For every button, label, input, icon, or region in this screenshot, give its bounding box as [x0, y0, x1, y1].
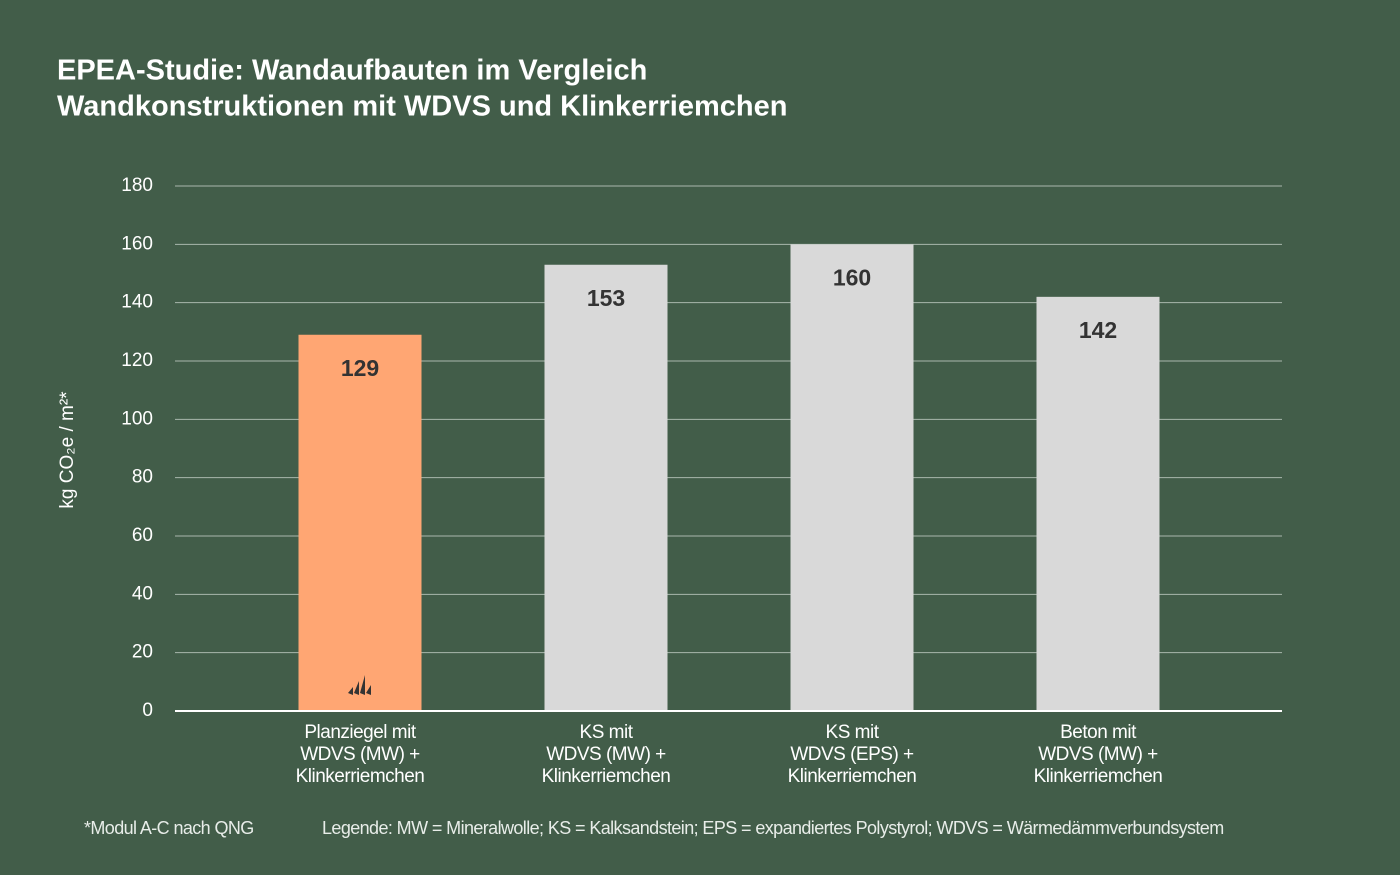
- y-axis-label: kg CO₂e / m²*: [57, 391, 78, 509]
- y-tick-label: 120: [121, 350, 153, 371]
- y-tick-label: 80: [132, 467, 153, 488]
- y-tick-label: 20: [132, 642, 153, 663]
- bar: [790, 244, 914, 712]
- chart-title: EPEA-Studie: Wandaufbauten im Vergleich: [57, 55, 647, 87]
- y-tick-label: 140: [121, 292, 153, 313]
- y-tick-label: 180: [121, 175, 153, 196]
- value-label: 160: [833, 264, 871, 290]
- x-tick-label: KS mit WDVS (EPS) + Klinkerriemchen: [787, 722, 917, 787]
- legend-note: Legende: MW = Mineralwolle; KS = Kalksan…: [322, 818, 1224, 838]
- bar: [298, 334, 422, 711]
- logo-icon: [348, 675, 371, 695]
- footnote: *Modul A-C nach QNG: [84, 818, 254, 838]
- y-tick-label: 0: [142, 700, 153, 721]
- x-tick-label: Beton mit WDVS (MW) + Klinkerriemchen: [1033, 722, 1163, 787]
- x-tick-label: Planziegel mit WDVS (MW) + Klinkerriemch…: [295, 722, 425, 787]
- value-label: 129: [341, 355, 379, 381]
- bar: [1036, 296, 1160, 711]
- y-tick-label: 160: [121, 233, 153, 254]
- y-tick-label: 100: [121, 408, 153, 429]
- y-tick-label: 60: [132, 525, 153, 546]
- chart-subtitle: Wandkonstruktionen mit WDVS und Klinkerr…: [57, 91, 787, 123]
- value-label: 153: [587, 285, 625, 311]
- value-label: 142: [1079, 317, 1117, 343]
- y-tick-label: 40: [132, 583, 153, 604]
- bar: [544, 264, 668, 711]
- x-tick-label: KS mit WDVS (MW) + Klinkerriemchen: [541, 722, 671, 787]
